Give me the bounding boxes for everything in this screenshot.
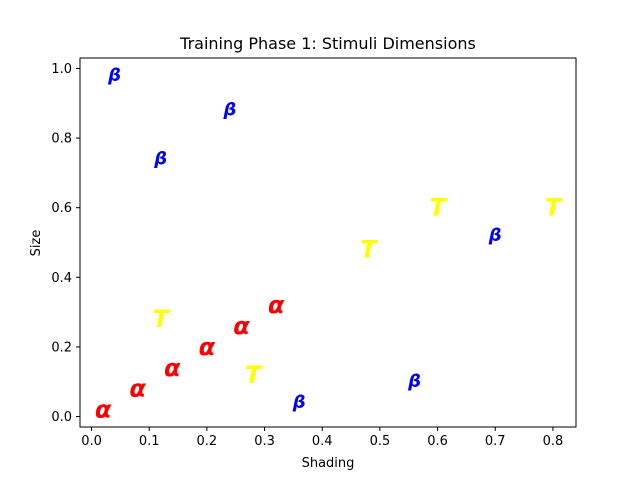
t-marker: T [245, 361, 263, 389]
x-tick-label: 0.5 [370, 434, 391, 449]
t-marker: T [153, 305, 171, 333]
t-marker: T [429, 194, 447, 222]
plot-area [79, 57, 577, 428]
x-axis-label: Shading [302, 456, 355, 471]
t-marker: T [360, 235, 378, 263]
y-axis: 0.0 0.2 0.4 0.6 0.8 1.0 [51, 62, 80, 425]
x-tick-label: 0.2 [197, 434, 218, 449]
chart-title: Training Phase 1: Stimuli Dimensions [179, 34, 476, 53]
alpha-marker: α [164, 354, 181, 382]
y-tick-label: 0.6 [51, 201, 72, 216]
x-tick-label: 0.6 [427, 434, 448, 449]
beta-marker: β [292, 392, 306, 413]
beta-marker: β [223, 100, 237, 121]
alpha-marker: α [95, 396, 112, 424]
beta-marker: β [153, 148, 167, 169]
alpha-marker: α [199, 333, 216, 361]
x-tick-label: 0.4 [312, 434, 333, 449]
alpha-marker: α [233, 312, 250, 340]
y-tick-label: 0.4 [51, 271, 72, 286]
beta-marker: β [407, 371, 421, 392]
alpha-marker: α [129, 375, 146, 403]
y-axis-label: Size [29, 230, 44, 257]
y-tick-label: 0.8 [51, 132, 72, 147]
x-tick-label: 0.1 [139, 434, 160, 449]
y-tick-label: 1.0 [51, 62, 72, 77]
beta-marker: β [488, 225, 502, 246]
x-axis: 0.0 0.1 0.2 0.3 0.4 0.5 0.6 0.7 0.8 [81, 427, 563, 449]
y-tick-label: 0.0 [51, 410, 72, 425]
alpha-marker: α [268, 291, 285, 319]
x-tick-label: 0.7 [485, 434, 506, 449]
x-tick-label: 0.8 [543, 434, 564, 449]
beta-marker: β [107, 65, 121, 86]
x-tick-label: 0.0 [81, 434, 102, 449]
t-marker: T [545, 194, 563, 222]
y-tick-label: 0.2 [51, 340, 72, 355]
x-tick-label: 0.3 [254, 434, 275, 449]
